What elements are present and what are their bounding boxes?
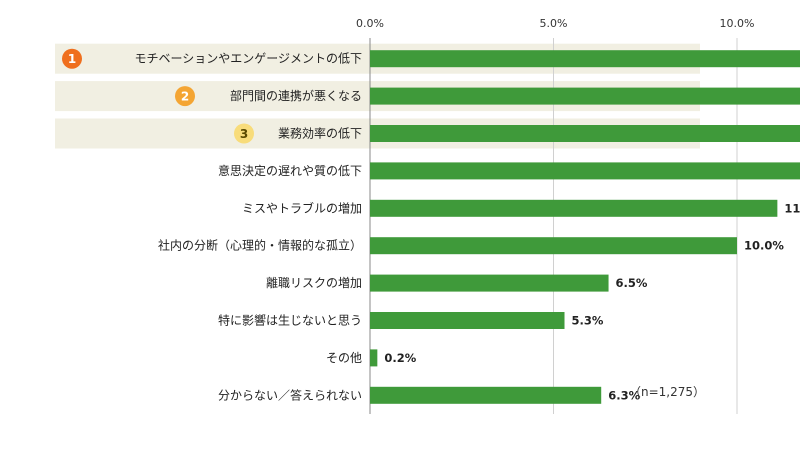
category-label: 社内の分断（心理的・情報的な孤立） — [158, 238, 362, 253]
rank-number: 2 — [181, 90, 189, 104]
category-label: 部門間の連携が悪くなる — [230, 88, 362, 103]
category-label: 離職リスクの増加 — [266, 276, 362, 290]
rank-badge — [234, 123, 254, 144]
bar — [370, 349, 378, 367]
category-label: 分からない／答えられない — [218, 387, 362, 402]
rank-number: 3 — [240, 127, 248, 141]
rank-badges: 1 2 3 — [62, 48, 254, 144]
value-label: 0.2% — [384, 351, 416, 365]
bar — [370, 237, 737, 255]
x-axis-tick-labels: 0.0%5.0%10.0%15.0%20.0% — [356, 17, 755, 30]
value-label: 6.5% — [616, 276, 648, 290]
bar — [370, 87, 800, 105]
value-label: 10.0% — [744, 239, 784, 253]
bar — [370, 312, 565, 329]
value-label: 11.1% — [784, 201, 800, 215]
category-label: ミスやトラブルの増加 — [242, 200, 362, 215]
sample-size-note: （n=1,275） — [629, 385, 705, 399]
x-tick-label: 10.0% — [720, 17, 755, 30]
bar — [370, 125, 800, 142]
x-tick-label: 0.0% — [356, 17, 384, 30]
category-label: 特に影響は生じないと思う — [218, 313, 362, 328]
value-labels: 17.6%16.2%14.3%12.5%11.1%10.0%6.5%5.3%0.… — [384, 201, 800, 402]
category-label: 業務効率の低下 — [278, 126, 362, 141]
category-labels: モチベーションやエンゲージメントの低下部門間の連携が悪くなる業務効率の低下意思決… — [134, 52, 362, 403]
value-label: 5.3% — [572, 314, 604, 328]
bar — [370, 50, 800, 68]
category-label: 意思決定の遅れや質の低下 — [218, 163, 362, 178]
rank-number: 1 — [68, 52, 76, 66]
bar — [370, 162, 800, 180]
bar — [370, 386, 602, 404]
bar — [370, 274, 609, 292]
value-label: 6.3% — [608, 388, 640, 402]
bars — [370, 50, 800, 404]
bar — [370, 199, 778, 217]
x-tick-label: 5.0% — [540, 17, 568, 30]
rank-badge — [62, 48, 82, 69]
rank-badge — [175, 86, 195, 107]
category-label: その他 — [326, 351, 362, 365]
category-label: モチベーションやエンゲージメントの低下 — [134, 52, 362, 66]
